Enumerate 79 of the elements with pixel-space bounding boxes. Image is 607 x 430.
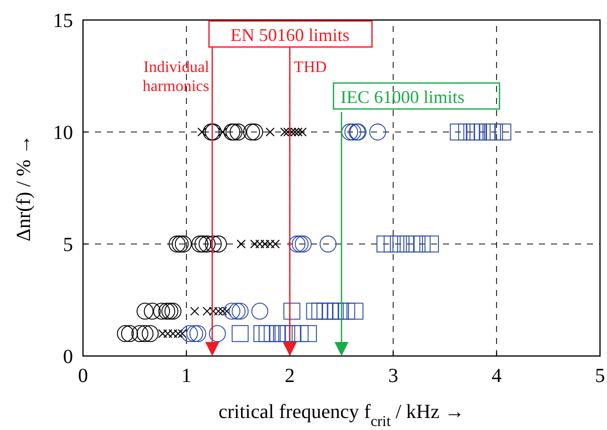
point [266, 128, 275, 136]
y-axis-title: Δnr(f) / % → [13, 134, 35, 242]
y-tick-label: 0 [63, 346, 73, 368]
point [142, 325, 159, 342]
point [190, 306, 200, 316]
point [121, 325, 138, 342]
point [294, 236, 312, 252]
point [236, 240, 246, 248]
point [384, 236, 401, 252]
point [174, 236, 192, 252]
point [232, 325, 249, 342]
point [189, 325, 206, 342]
point [204, 236, 222, 252]
point [153, 302, 170, 320]
point [292, 325, 309, 342]
point [158, 302, 176, 320]
point [369, 124, 386, 140]
point [344, 124, 362, 140]
point [264, 325, 281, 342]
point [251, 302, 268, 320]
point [161, 302, 178, 320]
point [164, 302, 182, 320]
point [288, 236, 306, 252]
point [230, 124, 247, 140]
point [136, 302, 154, 320]
point [346, 302, 364, 320]
point [326, 302, 344, 320]
point [210, 236, 227, 252]
point [338, 302, 356, 320]
y-tick-label: 5 [63, 234, 73, 256]
point [292, 236, 309, 252]
point [300, 325, 317, 342]
point [253, 325, 270, 342]
point [168, 236, 186, 252]
annotation: EN 50160 limits [230, 25, 350, 45]
point [198, 236, 216, 252]
point [223, 302, 240, 320]
x-tick-label: 5 [595, 365, 605, 387]
point [194, 236, 212, 252]
point [172, 236, 189, 252]
point [186, 325, 204, 342]
point [278, 325, 296, 342]
point [191, 236, 208, 252]
point [390, 236, 407, 252]
x-tick-label: 2 [284, 365, 295, 387]
y-tick-label: 10 [53, 122, 73, 144]
point [136, 325, 154, 342]
point [341, 124, 358, 140]
point [208, 325, 226, 342]
point [228, 302, 246, 320]
point [181, 325, 198, 342]
point [316, 302, 334, 320]
point [494, 124, 512, 140]
x-tick-label: 1 [181, 365, 192, 387]
x-tick-label: 0 [78, 365, 88, 387]
point [131, 325, 148, 342]
point [450, 124, 467, 140]
point [116, 325, 134, 342]
point [243, 124, 260, 140]
point [283, 302, 300, 320]
point [422, 236, 439, 252]
x-tick-label: 3 [388, 365, 398, 387]
x-tick-label: 4 [492, 365, 502, 387]
x-axis-title: critical frequency f$_{crit}$ / kHz → [218, 401, 465, 430]
ref-line-label: Individual harmonics [142, 59, 210, 95]
point [232, 302, 249, 320]
point [258, 325, 276, 342]
y-tick-label: 15 [53, 10, 73, 32]
ref-line-label: IEC 61000 limits [340, 87, 465, 107]
point [144, 302, 161, 320]
point [218, 128, 228, 136]
point [320, 236, 337, 252]
ref-line-label: THD [294, 59, 327, 76]
point [197, 128, 206, 136]
point [311, 302, 328, 320]
point [322, 302, 339, 320]
point [376, 236, 394, 252]
point [246, 124, 264, 140]
point [306, 302, 324, 320]
